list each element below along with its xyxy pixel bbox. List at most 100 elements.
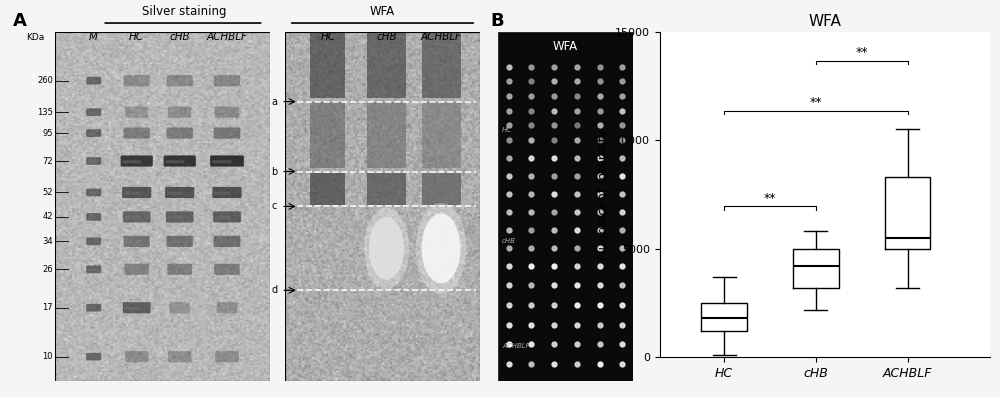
FancyBboxPatch shape bbox=[126, 132, 140, 135]
FancyBboxPatch shape bbox=[214, 127, 240, 139]
Text: 260: 260 bbox=[37, 76, 53, 85]
FancyBboxPatch shape bbox=[88, 356, 96, 358]
FancyBboxPatch shape bbox=[216, 241, 231, 244]
Text: ACHBLF: ACHBLF bbox=[420, 32, 462, 42]
FancyBboxPatch shape bbox=[217, 302, 237, 313]
FancyBboxPatch shape bbox=[170, 112, 183, 114]
FancyBboxPatch shape bbox=[121, 156, 153, 167]
Text: WFA: WFA bbox=[553, 40, 578, 54]
FancyBboxPatch shape bbox=[212, 160, 231, 163]
Text: c: c bbox=[272, 201, 277, 212]
FancyBboxPatch shape bbox=[215, 216, 231, 219]
Text: B: B bbox=[490, 12, 504, 30]
FancyBboxPatch shape bbox=[88, 241, 96, 243]
Title: WFA: WFA bbox=[809, 14, 841, 29]
Text: **: ** bbox=[810, 96, 822, 109]
Text: Silver staining: Silver staining bbox=[142, 5, 226, 18]
FancyBboxPatch shape bbox=[88, 80, 96, 82]
FancyBboxPatch shape bbox=[166, 211, 194, 222]
Text: 135: 135 bbox=[37, 108, 53, 117]
Circle shape bbox=[422, 214, 460, 283]
Text: KDa: KDa bbox=[26, 33, 44, 42]
Text: a: a bbox=[271, 96, 277, 107]
FancyBboxPatch shape bbox=[498, 32, 633, 381]
FancyBboxPatch shape bbox=[125, 216, 141, 219]
FancyBboxPatch shape bbox=[422, 173, 460, 205]
FancyBboxPatch shape bbox=[86, 108, 101, 116]
FancyBboxPatch shape bbox=[88, 269, 96, 271]
FancyBboxPatch shape bbox=[214, 264, 240, 275]
FancyBboxPatch shape bbox=[86, 157, 101, 165]
Text: 10: 10 bbox=[42, 352, 53, 361]
FancyBboxPatch shape bbox=[172, 307, 183, 310]
FancyBboxPatch shape bbox=[86, 189, 101, 196]
FancyBboxPatch shape bbox=[167, 75, 193, 86]
FancyBboxPatch shape bbox=[310, 173, 345, 205]
FancyBboxPatch shape bbox=[124, 192, 141, 195]
FancyBboxPatch shape bbox=[168, 351, 191, 362]
FancyBboxPatch shape bbox=[216, 80, 231, 83]
Text: HC: HC bbox=[320, 32, 335, 42]
Circle shape bbox=[364, 208, 409, 289]
FancyBboxPatch shape bbox=[367, 102, 406, 168]
FancyBboxPatch shape bbox=[167, 127, 193, 139]
FancyBboxPatch shape bbox=[216, 132, 231, 135]
FancyBboxPatch shape bbox=[164, 156, 196, 167]
FancyBboxPatch shape bbox=[310, 32, 345, 98]
FancyBboxPatch shape bbox=[122, 187, 151, 198]
Text: 52: 52 bbox=[42, 188, 53, 197]
FancyBboxPatch shape bbox=[214, 192, 231, 195]
FancyBboxPatch shape bbox=[167, 264, 192, 275]
Text: WFA: WFA bbox=[370, 5, 395, 18]
FancyBboxPatch shape bbox=[127, 112, 140, 114]
FancyBboxPatch shape bbox=[86, 266, 101, 273]
Y-axis label: Fluorescent intensity: Fluorescent intensity bbox=[597, 129, 610, 260]
FancyBboxPatch shape bbox=[125, 307, 141, 310]
Text: 42: 42 bbox=[42, 212, 53, 222]
FancyBboxPatch shape bbox=[88, 160, 96, 162]
FancyBboxPatch shape bbox=[217, 356, 230, 359]
Text: cHB: cHB bbox=[502, 238, 516, 245]
FancyBboxPatch shape bbox=[169, 132, 183, 135]
FancyBboxPatch shape bbox=[127, 356, 140, 359]
Text: b: b bbox=[271, 166, 277, 177]
FancyBboxPatch shape bbox=[88, 307, 96, 309]
FancyBboxPatch shape bbox=[86, 304, 101, 312]
FancyBboxPatch shape bbox=[167, 192, 184, 195]
FancyBboxPatch shape bbox=[123, 211, 151, 222]
FancyBboxPatch shape bbox=[124, 75, 150, 86]
FancyBboxPatch shape bbox=[215, 351, 239, 362]
FancyBboxPatch shape bbox=[422, 32, 460, 98]
FancyBboxPatch shape bbox=[126, 80, 140, 83]
FancyBboxPatch shape bbox=[168, 106, 191, 118]
FancyBboxPatch shape bbox=[86, 237, 101, 245]
FancyBboxPatch shape bbox=[310, 102, 345, 168]
FancyBboxPatch shape bbox=[214, 236, 240, 247]
FancyBboxPatch shape bbox=[367, 32, 406, 98]
FancyBboxPatch shape bbox=[212, 187, 242, 198]
FancyBboxPatch shape bbox=[167, 236, 193, 247]
Text: 72: 72 bbox=[42, 156, 53, 166]
Text: HC: HC bbox=[129, 32, 144, 42]
FancyBboxPatch shape bbox=[126, 241, 140, 244]
FancyBboxPatch shape bbox=[210, 156, 244, 167]
FancyBboxPatch shape bbox=[168, 216, 184, 219]
FancyBboxPatch shape bbox=[88, 216, 96, 218]
FancyBboxPatch shape bbox=[213, 211, 241, 222]
Text: ACHBLF: ACHBLF bbox=[207, 32, 248, 42]
Text: ACHBLF: ACHBLF bbox=[502, 343, 530, 349]
FancyBboxPatch shape bbox=[166, 160, 184, 163]
Text: 34: 34 bbox=[42, 237, 53, 246]
FancyBboxPatch shape bbox=[86, 129, 101, 137]
FancyBboxPatch shape bbox=[169, 241, 183, 244]
FancyBboxPatch shape bbox=[125, 106, 148, 118]
Circle shape bbox=[369, 217, 404, 280]
Text: cHB: cHB bbox=[376, 32, 397, 42]
FancyBboxPatch shape bbox=[165, 187, 194, 198]
FancyBboxPatch shape bbox=[169, 269, 183, 272]
FancyBboxPatch shape bbox=[124, 127, 150, 139]
FancyBboxPatch shape bbox=[123, 302, 151, 313]
Text: 95: 95 bbox=[42, 129, 53, 138]
FancyBboxPatch shape bbox=[214, 75, 240, 86]
Text: cHB: cHB bbox=[169, 32, 190, 42]
